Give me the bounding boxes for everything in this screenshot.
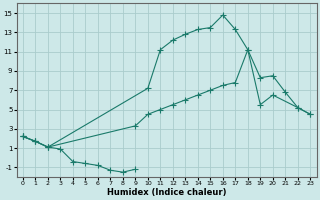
- X-axis label: Humidex (Indice chaleur): Humidex (Indice chaleur): [107, 188, 226, 197]
